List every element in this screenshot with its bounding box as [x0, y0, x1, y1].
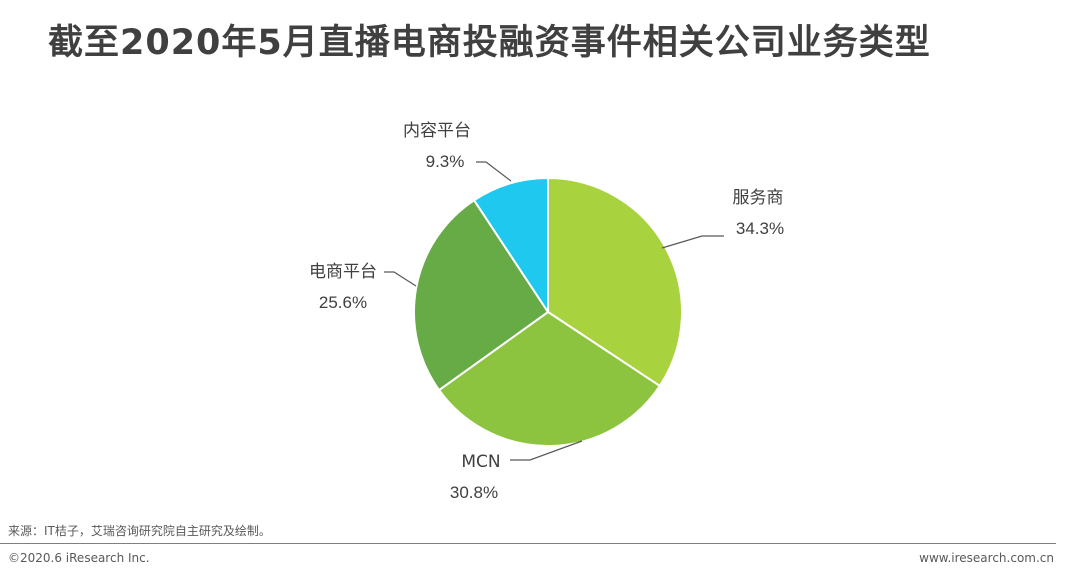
slice-value-label: 34.3%	[736, 219, 784, 238]
slice-label: MCN	[461, 452, 500, 472]
slice-value-label: 30.8%	[450, 483, 498, 502]
copyright-text: ©2020.6 iResearch Inc.	[8, 551, 150, 565]
website-link[interactable]: www.iresearch.com.cn	[919, 551, 1054, 565]
chart-title: 截至2020年5月直播电商投融资事件相关公司业务类型	[48, 23, 931, 63]
pie-slice	[413, 199, 549, 392]
slice-label: 内容平台	[403, 121, 471, 141]
slice-value-label: 9.3%	[426, 152, 465, 171]
leader-line	[476, 161, 512, 182]
source-note: 来源：IT桔子，艾瑞咨询研究院自主研究及绘制。	[8, 524, 271, 538]
slice-label: 电商平台	[309, 262, 377, 282]
leader-line	[510, 440, 583, 461]
pie-slice	[438, 311, 661, 447]
slice-value-label: 25.6%	[319, 293, 367, 312]
pie-slice	[473, 177, 549, 313]
slice-label: 服务商	[733, 188, 784, 208]
leader-line	[384, 271, 417, 287]
leader-line	[661, 235, 724, 249]
footer-divider	[0, 543, 1056, 544]
